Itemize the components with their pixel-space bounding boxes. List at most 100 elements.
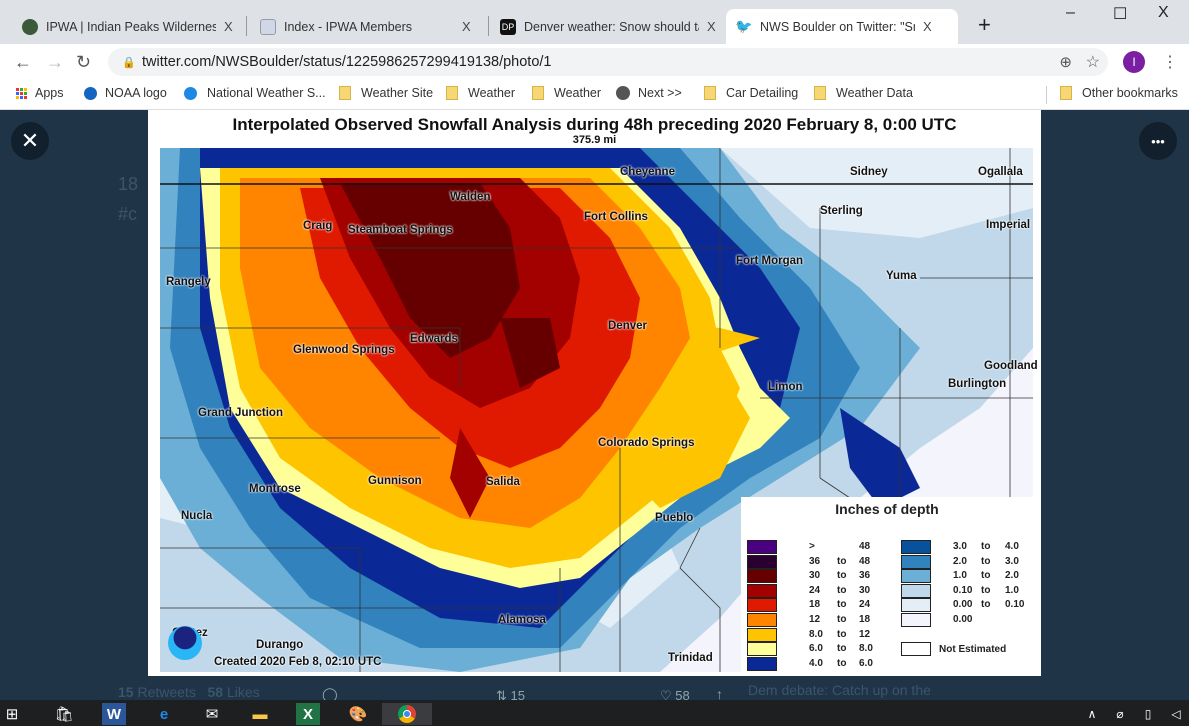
legend-swatch [901,583,931,598]
tab-ipwa[interactable]: IPWA | Indian Peaks Wilderness A X [12,9,243,44]
share-icon[interactable]: ↑ [716,686,723,702]
word-icon[interactable]: W [102,703,126,725]
bookmark-label: Weather [554,86,602,100]
legend-label: 36 [809,555,821,567]
new-tab-button[interactable]: + [978,12,991,37]
edge-icon[interactable]: e [159,705,169,723]
city-label: Fort Morgan [736,255,804,267]
legend-label: 30 [809,570,821,582]
legend-label: 8.0 [809,628,823,640]
tab-title: Denver weather: Snow should tap [524,19,699,34]
retweets-count: 15 [118,684,134,700]
legend-swatch [901,613,931,627]
bookmark-label: National Weather S... [207,86,326,100]
minimize-button[interactable]: – [1066,4,1075,21]
bookmark-weather-2[interactable]: Weather [532,86,601,100]
paint-icon[interactable]: 🎨 [348,706,368,723]
snowfall-map-image: Interpolated Observed Snowfall Analysis … [148,110,1041,676]
close-tab-icon[interactable]: X [462,19,471,34]
mail-icon[interactable]: ✉ [205,706,219,723]
close-photo-button[interactable]: ✕ [11,122,49,160]
background-text: #c [118,204,138,224]
city-label: Cheyenne [620,166,675,178]
file-explorer-icon[interactable]: ▬ [252,705,268,723]
legend-title: Inches of depth [835,501,939,517]
star-icon[interactable]: ☆ [1085,54,1100,71]
store-icon[interactable]: 🛍 [54,706,74,723]
more-options-button[interactable]: ••• [1139,122,1177,160]
other-bookmarks[interactable]: Other bookmarks [1060,86,1178,100]
legend-swatch [901,540,931,554]
excel-icon[interactable]: X [296,703,320,725]
retweet-button[interactable]: ⇅ 15 [496,688,525,703]
city-label: Sterling [820,205,863,217]
bookmark-weather-data[interactable]: Weather Data [814,86,913,100]
globe-icon [616,86,630,100]
legend-swatch [747,569,777,584]
noaa-logo [168,626,202,660]
address-bar[interactable]: 🔒 twitter.com/NWSBoulder/status/12259862… [108,48,1108,76]
legend-swatch-not-estimated [901,642,931,656]
like-button[interactable]: ♡ 58 [660,688,690,703]
legend-label: 6.0 [809,643,823,655]
back-button[interactable]: ← [14,52,32,72]
tab-bar: IPWA | Indian Peaks Wilderness A X Index … [0,0,1189,44]
bookmark-apps[interactable]: Apps [16,86,64,100]
folder-icon [1060,86,1072,100]
city-label: Imperial [986,219,1031,231]
bookmark-next[interactable]: Next >> [616,86,682,100]
volume-icon[interactable]: ◁ [1171,707,1181,721]
bookmark-weather-1[interactable]: Weather [446,86,515,100]
city-label: Montrose [249,483,301,495]
bookmark-label: NOAA logo [105,86,167,100]
legend-swatch [901,554,931,569]
city-label: Fort Collins [584,211,648,223]
maroon-area [340,183,560,388]
folder-icon [339,86,351,100]
bookmark-label: Car Detailing [726,86,799,100]
bookmark-label: Weather Data [836,86,913,100]
tab-nws-twitter[interactable]: 🐦 NWS Boulder on Twitter: "Snowfa X [726,9,958,44]
legend-label: to [981,584,991,596]
network-icon[interactable]: ⌀ [1116,707,1124,721]
tab-title: NWS Boulder on Twitter: "Snowfa [760,19,915,34]
engagement-counts: 15 Retweets 58 Likes [118,684,260,700]
legend-label: to [837,570,847,582]
bookmark-nws[interactable]: National Weather S... [184,86,326,100]
background-text: 18 [118,174,139,194]
tab-denver-weather[interactable]: DP Denver weather: Snow should tap X [490,9,726,44]
url-text: twitter.com/NWSBoulder/status/1225986257… [142,54,552,70]
legend-label: to [981,599,991,611]
reply-icon[interactable]: ◯ [322,686,338,702]
profile-avatar[interactable]: I [1123,51,1145,73]
dp-icon: DP [500,18,516,35]
city-label: Grand Junction [198,407,283,419]
tab-ipwa-members[interactable]: Index - IPWA Members X [250,9,481,44]
reload-button[interactable]: ↻ [76,52,92,72]
map-title: Interpolated Observed Snowfall Analysis … [232,115,957,134]
legend-label: 12 [809,614,821,625]
close-tab-icon[interactable]: X [224,19,233,34]
windows-start-icon[interactable]: ⊞ [5,706,19,723]
forward-button[interactable]: → [46,52,64,72]
maximize-button[interactable]: ☐ [1113,6,1128,23]
menu-icon[interactable]: ⋮ [1162,54,1178,71]
likes-count: 58 [207,684,224,700]
ipwa-logo-icon [22,18,38,35]
chrome-icon[interactable] [382,703,432,725]
legend-label: 18 [809,599,821,611]
window-close-button[interactable]: X [1158,4,1169,21]
legend-label: to [837,584,847,596]
close-tab-icon[interactable]: X [707,19,716,34]
bookmark-car-detailing[interactable]: Car Detailing [704,86,798,100]
bookmark-weather-site[interactable]: Weather Site [339,86,433,100]
show-hidden-icons[interactable]: ∧ [1087,707,1097,721]
legend-label: 36 [859,570,871,582]
bookmark-noaa[interactable]: NOAA logo [84,86,167,100]
document-icon [260,18,276,35]
battery-icon[interactable]: ▯ [1144,707,1152,721]
add-icon[interactable]: ⊕ [1059,54,1072,71]
close-tab-icon[interactable]: X [923,19,932,34]
city-label: Durango [256,639,304,651]
toolbar: ← → ↻ 🔒 twitter.com/NWSBoulder/status/12… [0,44,1189,80]
